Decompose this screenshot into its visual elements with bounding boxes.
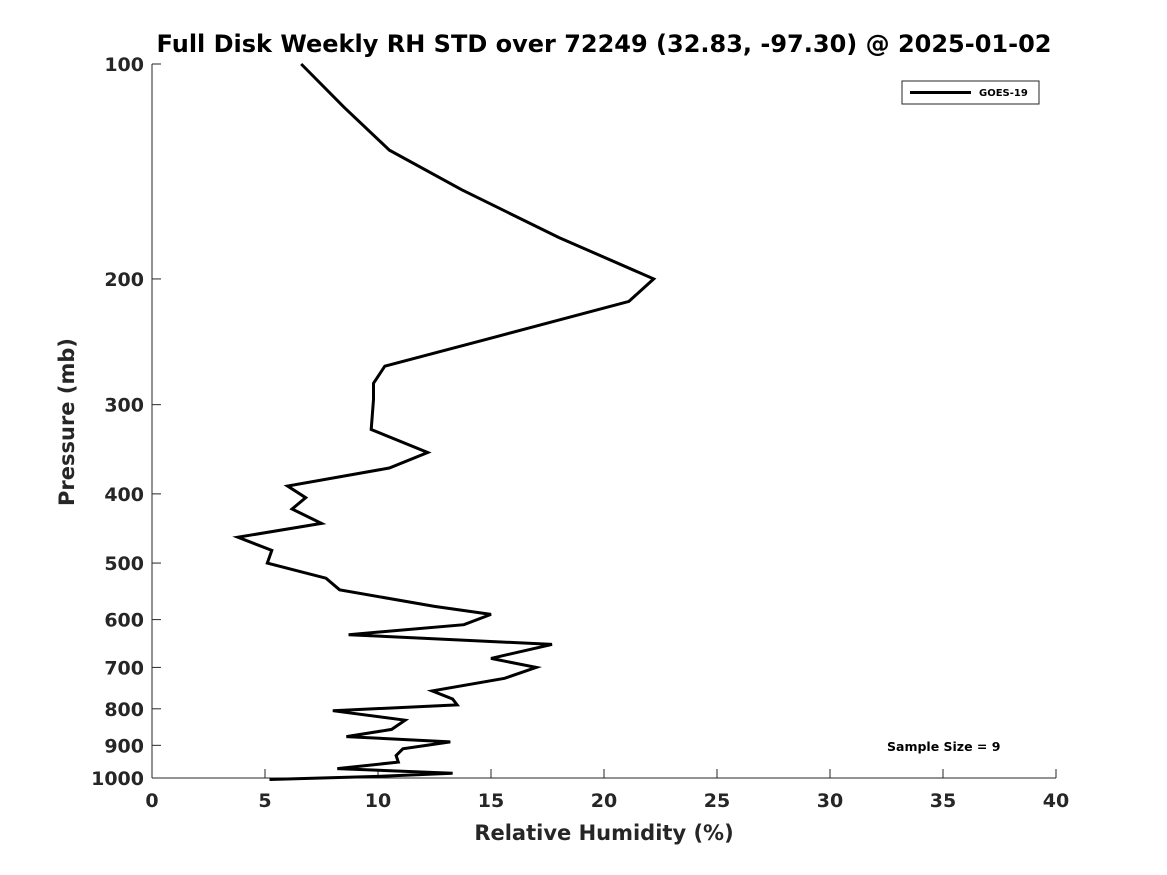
x-tick-label-5: 5 [258,790,271,812]
y-tick-label-500: 500 [104,553,144,575]
y-tick-label-800: 800 [104,699,144,721]
plot-axes: 0 5 10 15 20 25 30 35 40 100 200 300 400 500 600 700 80… [91,54,1069,812]
y-tick-label-200: 200 [104,269,144,291]
y-tick-label-600: 600 [104,610,144,632]
series-layer [232,62,657,781]
legend: GOES-19 [901,80,1040,105]
x-tick-label-40: 40 [1043,790,1069,812]
x-axis-label: Relative Humidity (%) [474,821,733,845]
x-tick-label-30: 30 [817,790,843,812]
x-tick-label-25: 25 [704,790,730,812]
x-tick-label-35: 35 [930,790,956,812]
legend-label-goes-19: GOES-19 [979,88,1028,99]
y-tick-label-300: 300 [104,395,144,417]
series-line-goes-19 [232,62,657,781]
x-tick-label-0: 0 [145,790,158,812]
y-tick-label-100: 100 [104,54,144,76]
sample-size-annotation: Sample Size = 9 [887,739,1000,754]
y-tick-label-700: 700 [104,657,144,679]
y-tick-label-400: 400 [104,484,144,506]
y-tick-label-1000: 1000 [91,768,144,790]
y-tick-label-900: 900 [104,735,144,757]
x-tick-label-10: 10 [365,790,391,812]
x-tick-label-20: 20 [591,790,617,812]
chart-title: Full Disk Weekly RH STD over 72249 (32.8… [157,30,1052,58]
x-tick-label-15: 15 [478,790,504,812]
y-axis-label: Pressure (mb) [55,338,79,506]
x-axis-ticks: 0 5 10 15 20 25 30 35 40 [145,769,1069,812]
y-axis-ticks: 100 200 300 400 500 600 700 800 900 1000 [91,54,161,790]
